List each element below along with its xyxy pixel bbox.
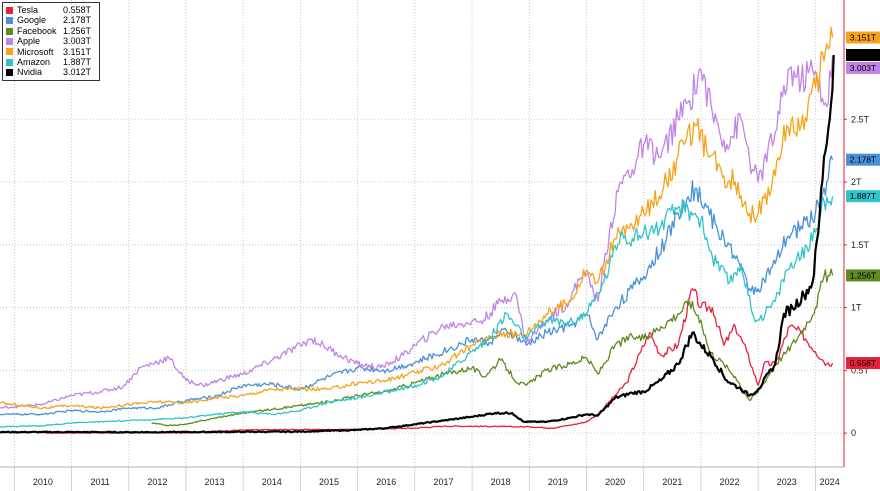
legend-swatch-nvidia (6, 69, 13, 77)
value-badge-text: 3.012T (850, 50, 876, 60)
y-tick-label: 1.5T (851, 240, 870, 250)
legend-value-amazon: 1.887T (63, 57, 92, 68)
y-tick-label: 0.5T (851, 365, 870, 375)
y-tick-label: 0 (851, 428, 856, 438)
value-badge-bg (846, 357, 880, 370)
series-line-google (0, 155, 834, 416)
x-tick-label: 2021 (662, 477, 682, 487)
x-tick-label: 2023 (777, 477, 797, 487)
value-badge-bg (846, 269, 880, 282)
series-line-apple (0, 56, 834, 410)
value-badge-bg (846, 153, 880, 166)
value-badge-text: 3.003T (850, 63, 876, 73)
y-tick-label: 1T (851, 303, 862, 313)
legend-label-microsoft: Microsoft (17, 46, 54, 57)
value-badge-nvidia: 3.012T (846, 48, 880, 61)
x-tick-label: 2013 (205, 477, 225, 487)
legend-swatch-microsoft (6, 48, 13, 56)
x-tick-label: 2016 (376, 477, 396, 487)
legend-label-apple: Apple (17, 36, 41, 47)
legend-swatch-facebook (6, 27, 13, 35)
legend-label-nvidia: Nvidia (17, 67, 43, 78)
series-line-microsoft (0, 26, 834, 410)
value-badge-text: 0.558T (850, 358, 876, 368)
value-badge-microsoft: 3.151T (846, 31, 880, 44)
value-badge-amazon: 1.887T (846, 190, 880, 203)
y-tick-label: 2T (851, 177, 862, 187)
value-badge-bg (846, 48, 880, 61)
legend-item-apple: Apple 3.003T (6, 36, 96, 46)
y-axis: 0 0.5T 1T 1.5T 2T 2.5T (843, 0, 870, 467)
grid-lines (0, 0, 844, 467)
x-tick-label: 2010 (33, 477, 53, 487)
legend-value-nvidia: 3.012T (63, 67, 92, 78)
x-tick-label: 2015 (319, 477, 339, 487)
value-badge-text: 1.887T (850, 191, 876, 201)
value-badge-bg (846, 31, 880, 44)
value-badge-bg (846, 61, 880, 74)
legend-item-nvidia: Nvidia 3.012T (6, 67, 96, 77)
legend-value-facebook: 1.256T (63, 25, 92, 36)
value-badge-apple: 3.003T (846, 61, 880, 74)
legend-value-tesla: 0.558T (63, 5, 92, 15)
legend-swatch-tesla (6, 6, 13, 14)
x-tick-label: 2022 (720, 477, 740, 487)
x-tick-label: 2017 (433, 477, 453, 487)
value-badge-text: 3.151T (850, 33, 876, 43)
legend-item-amazon: Amazon 1.887T (6, 57, 96, 67)
legend-label-google: Google (17, 15, 47, 26)
legend-item-microsoft: Microsoft 3.151T (6, 47, 96, 57)
legend-item-google: Google 2.178T (6, 15, 96, 25)
series-line-amazon (0, 196, 834, 428)
value-badge-bg (846, 190, 880, 203)
value-badge-tesla: 0.558T (846, 357, 880, 370)
value-badge-text: 1.256T (850, 270, 876, 280)
legend-label-amazon: Amazon (17, 57, 51, 68)
series-line-facebook (151, 268, 834, 427)
legend-value-apple: 3.003T (63, 36, 92, 47)
series-line-nvidia (0, 54, 835, 434)
legend-value-google: 2.178T (63, 15, 92, 26)
x-tick-label: 2019 (548, 477, 568, 487)
legend-value-microsoft: 3.151T (63, 46, 92, 57)
legend-label-tesla: Tesla (17, 5, 39, 15)
legend-label-facebook: Facebook (17, 25, 57, 36)
legend-swatch-amazon (6, 58, 13, 66)
x-tick-label: 2011 (90, 477, 109, 487)
legend-item-tesla: Tesla 0.558T (6, 5, 96, 15)
legend-swatch-apple (6, 37, 13, 45)
y-tick-label: 2.5T (851, 114, 870, 124)
x-tick-label: 2020 (605, 477, 625, 487)
chart-legend: Tesla 0.558T Google 2.178T Facebook 1.25… (2, 2, 100, 81)
value-badge-google: 2.178T (846, 153, 880, 166)
x-tick-label: 2012 (147, 477, 167, 487)
series-lines (0, 26, 835, 434)
legend-item-facebook: Facebook 1.256T (6, 26, 96, 36)
x-axis: 2010 2011 2012 2013 2014 2015 2016 2017 2018 2019… (0, 466, 844, 491)
value-badge-text: 2.178T (850, 155, 876, 165)
x-tick-label: 2018 (491, 477, 511, 487)
value-badge-facebook: 1.256T (846, 269, 880, 282)
x-tick-label: 2024 (820, 477, 840, 487)
x-tick-label: 2014 (262, 477, 282, 487)
legend-swatch-google (6, 17, 13, 25)
value-badges: 3.151T 3.012T 3.003T 2.178T 1.887T 1.256T 0.55… (846, 31, 880, 370)
